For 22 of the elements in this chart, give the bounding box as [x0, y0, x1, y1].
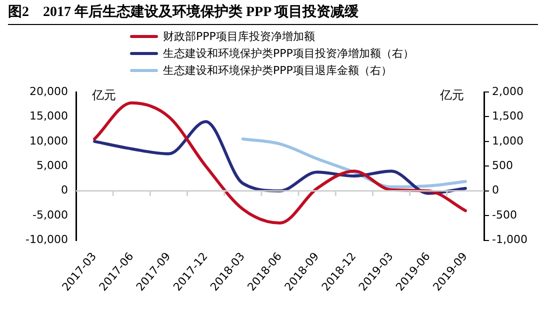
y2-tick-label: 2,000 [492, 84, 524, 98]
y-tick-label: 0 [61, 184, 68, 197]
y2-tick-label: -500 [492, 208, 517, 222]
legend-label: 财政部PPP项目库投资净增加额 [163, 29, 315, 44]
y-tick-label: -10,000 [26, 233, 68, 246]
y2-tick-label: 1,000 [492, 134, 524, 148]
y-tick-label: -5,000 [32, 208, 68, 222]
line-series [93, 101, 467, 225]
legend-label: 生态建设和环境保护类PPP项目投资净增加额（右） [163, 46, 414, 61]
y-tick-label: 20,000 [30, 84, 68, 98]
y-tick-label: 15,000 [30, 110, 68, 123]
y2-tick-label: 0 [492, 184, 499, 197]
y-tick-label: 10,000 [30, 134, 68, 148]
chart-title: 图2 2017 年后生态建设及环境保护类 PPP 项目投资减缓 [8, 3, 538, 25]
y2-tick-label: -1,000 [492, 233, 528, 246]
y-axis-title: 亿元 [91, 88, 116, 102]
y2-axis-title: 亿元 [439, 88, 464, 102]
y2-tick-label: 1,500 [492, 110, 524, 123]
y-tick-label: 5,000 [36, 159, 68, 172]
line-series [93, 120, 467, 195]
y2-tick-label: 500 [492, 159, 513, 172]
legend-label: 生态建设和环境保护类PPP项目退库金额（右） [163, 63, 392, 78]
